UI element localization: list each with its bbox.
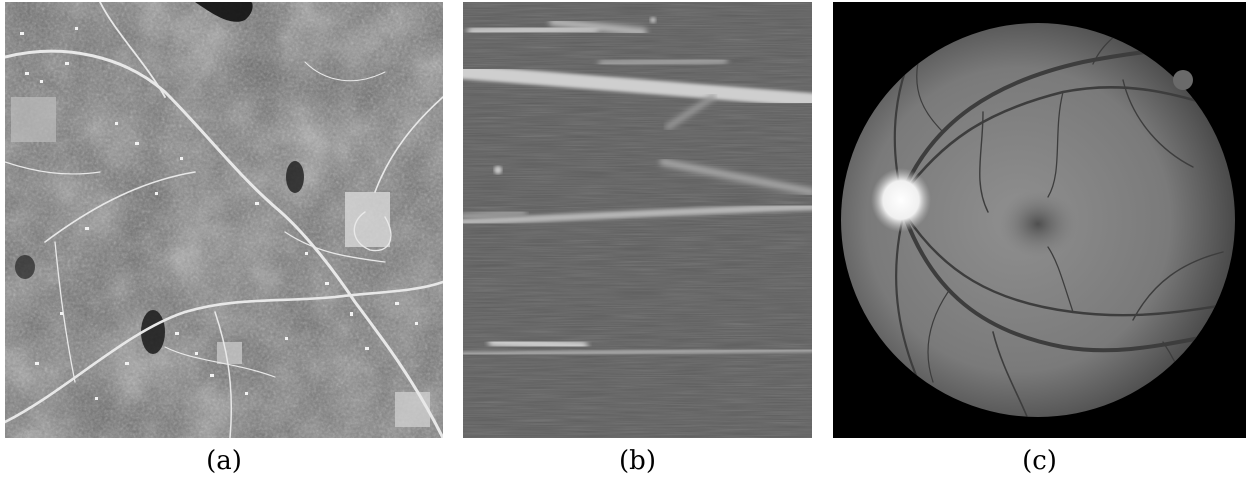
panel-b-caption: (b) <box>619 446 656 476</box>
retina-fundus-image <box>833 2 1246 438</box>
aerial-image-panel <box>5 2 443 438</box>
retina-image-panel <box>833 2 1246 438</box>
fiber-image <box>463 2 812 438</box>
panel-c-caption: (c) <box>1022 446 1057 476</box>
aerial-image <box>5 2 443 438</box>
panel-a-caption: (a) <box>206 446 242 476</box>
fiber-image-panel <box>463 2 812 438</box>
